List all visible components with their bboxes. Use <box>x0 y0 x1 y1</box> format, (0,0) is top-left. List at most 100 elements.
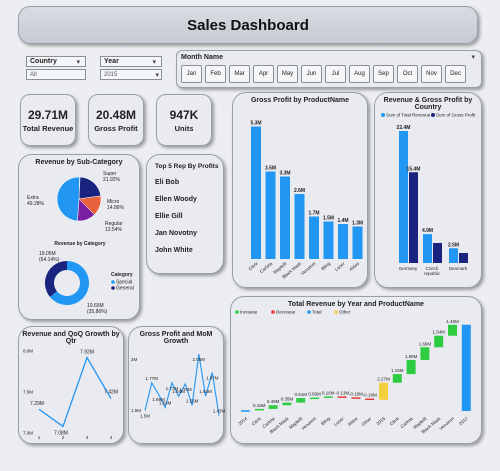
country-label: Country <box>30 58 57 65</box>
chart-title: Revenue and QoQ Growth by Qtr <box>22 331 120 345</box>
legend-label: Special <box>116 280 132 286</box>
bar-data-label: 2.27M <box>377 377 390 382</box>
legend-swatch <box>111 280 115 284</box>
x-tick-label: Germany <box>399 266 418 271</box>
point-data-label: 7.42M <box>104 390 118 396</box>
month-button-dec[interactable]: Dec <box>445 65 466 83</box>
x-tick-label: Venomm <box>300 416 317 431</box>
donut-data-label: (35.86%) <box>87 309 108 315</box>
point-data-label: 7.92M <box>80 350 94 356</box>
legend-title: Category <box>111 272 133 278</box>
legend-swatch <box>307 310 311 314</box>
kpi-card-revenue: 29.71M Total Revenue <box>20 94 76 146</box>
series-line <box>144 354 220 416</box>
legend-label: General <box>116 286 134 292</box>
point-data-label: 1.5M <box>140 414 150 419</box>
month-buttons: Jan Feb Mar Apr May Jun Jul Aug Sep Oct Nov Dec <box>181 65 466 83</box>
point-data-label: 1.55M <box>186 398 199 403</box>
chart-title: Revenue & Gross Profit by Country <box>383 97 473 111</box>
month-button-jun[interactable]: Jun <box>301 65 322 83</box>
year-label: Year <box>104 58 119 65</box>
pie-data-label: Regular <box>105 221 123 227</box>
country-slicer-header[interactable]: Country ▾ <box>26 56 86 67</box>
x-tick-label: 2017 <box>458 416 469 427</box>
kpi-value: 29.71M <box>27 107 69 122</box>
bar <box>423 234 432 263</box>
bar-data-label: 22.4M <box>397 125 411 131</box>
waterfall-bar <box>296 398 306 403</box>
bar <box>338 224 348 259</box>
bar-data-label: 3.3M <box>279 171 290 177</box>
legend-swatch <box>271 310 275 314</box>
point-data-label: 1.87M <box>206 376 219 381</box>
rep-name: Ellie Gill <box>155 213 183 220</box>
bar-data-label: 5.3M <box>250 121 261 127</box>
month-button-apr[interactable]: Apr <box>253 65 274 83</box>
bar-data-label: -0.13M <box>335 390 349 395</box>
revenue-by-category-panel: Revenue by Sub-Category Super 21.92% Micro… <box>18 154 140 320</box>
country-slicer[interactable]: Country ▾ All <box>26 56 86 80</box>
month-button-sep[interactable]: Sep <box>373 65 394 83</box>
year-slicer-header[interactable]: Year ▾ <box>100 56 162 67</box>
rep-name: John White <box>155 247 193 254</box>
waterfall-bar <box>254 408 264 411</box>
legend-label: Decrease <box>276 310 296 315</box>
point-data-label: 1.53M <box>159 400 172 405</box>
month-button-jan[interactable]: Jan <box>181 65 202 83</box>
year-value: 2015 <box>104 71 118 78</box>
bar <box>309 216 319 259</box>
bar-data-label: 3.5M <box>265 166 276 172</box>
bar-data-label: -0.16M <box>363 393 377 398</box>
x-tick-label: Denmark <box>449 266 468 271</box>
year-slicer[interactable]: Year ▾ 2015 ▾ <box>100 56 162 80</box>
bar-data-label: 1.46M <box>446 319 459 324</box>
bar-data-label: 15.4M <box>407 166 421 172</box>
chevron-down-icon[interactable]: ▾ <box>76 58 80 66</box>
x-tick-label: Carlota <box>259 261 274 274</box>
bar-data-label: 2.5M <box>448 242 459 248</box>
bar-data-label: 4.9M <box>422 228 433 234</box>
month-button-jul[interactable]: Jul <box>325 65 346 83</box>
x-tick-label: 1 <box>38 435 41 440</box>
top-reps-title: Top 5 Rep By Profits <box>155 163 219 170</box>
chart-title: Gross Profit by ProductName <box>250 97 350 104</box>
donut-data-label: 10.65M <box>87 303 104 309</box>
bar-data-label: 1.5M <box>323 216 334 222</box>
chevron-down-icon[interactable]: ▾ <box>471 54 475 61</box>
point-data-label: 1.64M <box>172 389 185 394</box>
month-button-oct[interactable]: Oct <box>397 65 418 83</box>
donut-data-label: 19.05M <box>39 251 56 257</box>
x-tick-label: Other <box>360 416 372 427</box>
gross-profit-bars: 5.3MClerk3.5MCarlota3.3MMaplefit2.6MBlac… <box>247 121 363 280</box>
x-tick-label: Aldos <box>347 415 359 427</box>
x-tick-label: Lucer <box>333 416 345 427</box>
point-data-label: 1.64M <box>199 389 212 394</box>
pie-data-label: 14.86% <box>107 205 125 211</box>
month-button-aug[interactable]: Aug <box>349 65 370 83</box>
point-data-label: 1.66M <box>152 397 165 402</box>
kpi-value: 947K <box>169 107 199 122</box>
chevron-down-icon[interactable]: ▾ <box>152 58 156 66</box>
bar <box>459 252 468 263</box>
x-tick-label: 2014 <box>237 416 248 427</box>
kpi-label: Gross Profit <box>94 123 138 133</box>
month-button-may[interactable]: May <box>277 65 298 83</box>
y-tick-label: 7.0M <box>23 431 33 436</box>
donut-data-label: (64.14%) <box>39 257 60 263</box>
point-data-label: 2.05M <box>193 357 206 362</box>
year-dropdown[interactable]: 2015 ▾ <box>100 69 162 80</box>
legend-swatch <box>334 310 338 314</box>
x-tick-label: 2015 <box>375 416 386 427</box>
chevron-down-icon[interactable]: ▾ <box>155 71 159 79</box>
month-button-feb[interactable]: Feb <box>205 65 226 83</box>
chart-title: Gross Profit and MoM Growth <box>139 331 213 345</box>
waterfall-bar <box>392 374 402 383</box>
country-dropdown[interactable]: All <box>26 69 86 80</box>
month-button-mar[interactable]: Mar <box>229 65 250 83</box>
mom-line: 2M1.5M1.5M1.77M1.66M1.53M1.77M1.64M1.76M… <box>131 354 226 419</box>
bar-data-label: 1.4M <box>337 218 348 224</box>
legend-swatch <box>235 310 239 314</box>
month-button-nov[interactable]: Nov <box>421 65 442 83</box>
x-tick-label: Bling <box>320 261 331 272</box>
waterfall-bar <box>379 382 388 400</box>
